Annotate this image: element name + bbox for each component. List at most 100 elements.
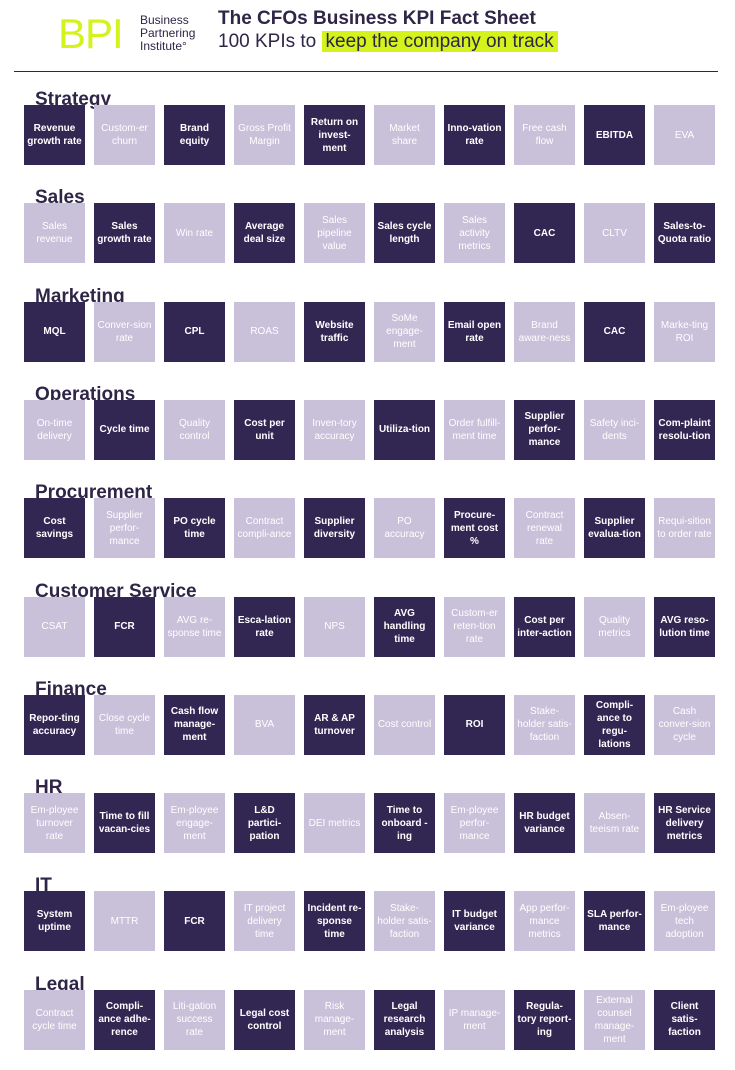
kpi-tile: Supplier perfor-mance: [94, 498, 155, 559]
kpi-tile: BVA: [234, 694, 295, 755]
subtitle-highlight: keep the company on track: [321, 31, 558, 52]
kpi-tile: DEI metrics: [304, 793, 365, 854]
kpi-tile: Conver-sion rate: [94, 301, 155, 362]
kpi-tile: NPS: [304, 596, 365, 657]
section-title: Marketing: [35, 285, 125, 307]
kpi-tile: Liti-gation success rate: [164, 989, 225, 1050]
section-it: IT System uptime MTTR FCR IT project deliver…: [0, 874, 735, 972]
section-hr: HR Em-ployee turnover rate Time to fill va…: [0, 776, 735, 874]
kpi-tile: ROAS: [234, 301, 295, 362]
kpi-tile: ROI: [444, 694, 505, 755]
kpi-tile: Utiliza-tion: [374, 399, 435, 460]
kpi-tile-row: System uptime MTTR FCR IT project delivery …: [24, 891, 715, 952]
kpi-tile: Sales activity metrics: [444, 203, 505, 264]
kpi-tile: Gross Profit Margin: [234, 105, 295, 165]
kpi-tile-row: CSAT FCR AVG re-sponse time Esca-lation rat…: [24, 596, 715, 657]
kpi-tile: Revenue growth rate: [24, 105, 85, 165]
kpi-tile: FCR: [164, 891, 225, 952]
kpi-tile: Contract cycle time: [24, 989, 85, 1050]
kpi-tile: Risk manage-ment: [304, 989, 365, 1050]
kpi-tile: AVG re-sponse time: [164, 596, 225, 657]
kpi-tile-row: MQL Conver-sion rate CPL ROAS Website traffi…: [24, 301, 715, 362]
kpi-tile: Cost savings: [24, 498, 85, 559]
kpi-tile: MTTR: [94, 891, 155, 952]
kpi-tile: Cash conver-sion cycle: [654, 694, 715, 755]
section-title: Procurement: [35, 482, 153, 504]
kpi-tile-row: Repor-ting accuracy Close cycle time Cash …: [24, 694, 715, 755]
section-title: HR: [35, 777, 63, 799]
kpi-tile-row: Revenue growth rate Custom-er churn Brand …: [24, 105, 715, 165]
kpi-tile: Close cycle time: [94, 694, 155, 755]
kpi-tile: FCR: [94, 596, 155, 657]
section-sales: Sales Sales revenue Sales growth rate Win r…: [0, 186, 735, 284]
header-divider: [14, 71, 718, 72]
kpi-tile: Quality metrics: [584, 596, 645, 657]
section-marketing: Marketing MQL Conver-sion rate CPL ROAS Websi…: [0, 285, 735, 383]
kpi-tile: CAC: [584, 301, 645, 362]
kpi-tile: Compli-ance to regu-lations: [584, 694, 645, 755]
kpi-tile: Esca-lation rate: [234, 596, 295, 657]
kpi-tile: Incident re-sponse time: [304, 891, 365, 952]
kpi-tile: Em-ployee perfor-mance: [444, 793, 505, 854]
logo-line: Institute°: [140, 39, 187, 53]
section-customer-service: Customer Service CSAT FCR AVG re-sponse tim…: [0, 580, 735, 678]
kpi-tile: IP manage-ment: [444, 989, 505, 1050]
kpi-tile: Time to fill vacan-cies: [94, 793, 155, 854]
kpi-tile: PO accuracy: [374, 498, 435, 559]
bpi-logo-text: Business Partnering Institute°: [140, 14, 195, 53]
kpi-tile: Sales cycle length: [374, 203, 435, 264]
kpi-tile: Procure-ment cost %: [444, 498, 505, 559]
kpi-tile: On-time delivery: [24, 399, 85, 460]
kpi-tile: SLA perfor-mance: [584, 891, 645, 952]
kpi-tile: Inven-tory accuracy: [304, 399, 365, 460]
kpi-tile: Quality control: [164, 399, 225, 460]
section-title: Strategy: [35, 89, 112, 110]
kpi-tile: CPL: [164, 301, 225, 362]
section-strategy: Strategy Revenue growth rate Custom-er chu…: [0, 88, 735, 186]
kpi-tile: CAC: [514, 203, 575, 264]
kpi-tile: Sales-to-Quota ratio: [654, 203, 715, 264]
kpi-tile: System uptime: [24, 891, 85, 952]
kpi-tile: Repor-ting accuracy: [24, 694, 85, 755]
kpi-tile: Contract renewal rate: [514, 498, 575, 559]
kpi-tile: App perfor-mance metrics: [514, 891, 575, 952]
kpi-tile: External counsel manage-ment: [584, 989, 645, 1050]
kpi-tile: Legal cost control: [234, 989, 295, 1050]
subtitle-prefix: 100 KPIs to: [218, 31, 322, 52]
kpi-tile: Legal research analysis: [374, 989, 435, 1050]
kpi-tile-row: Em-ployee turnover rate Time to fill vaca…: [24, 793, 715, 854]
kpi-tile: Custom-er reten-tion rate: [444, 596, 505, 657]
kpi-tile: Em-ployee tech adoption: [654, 891, 715, 952]
kpi-tile: Supplier evalua-tion: [584, 498, 645, 559]
kpi-tile: Custom-er churn: [94, 105, 155, 165]
kpi-tile: Contract compli-ance: [234, 498, 295, 559]
logo-line: Partnering: [140, 26, 196, 40]
kpi-tile: Sales pipeline value: [304, 203, 365, 264]
kpi-tile-row: Contract cycle time Compli-ance adhe-renc…: [24, 989, 715, 1050]
section-title: Operations: [35, 383, 136, 405]
kpi-tile-row: On-time delivery Cycle time Quality contro…: [24, 399, 715, 460]
kpi-tile: Stake-holder satis-faction: [514, 694, 575, 755]
kpi-tile: Stake-holder satis-faction: [374, 891, 435, 952]
kpi-tile-row: Cost savings Supplier perfor-mance PO cycl…: [24, 498, 715, 559]
section-title: Finance: [35, 678, 107, 700]
section-legal: Legal Contract cycle time Compli-ance adhe…: [0, 973, 735, 1070]
kpi-tile: Cost control: [374, 694, 435, 755]
kpi-tile: Sales growth rate: [94, 203, 155, 264]
section-title: Customer Service: [35, 580, 197, 602]
kpi-tile: Absen-teeism rate: [584, 793, 645, 854]
page-subtitle: 100 KPIs to keep the company on track: [218, 31, 558, 53]
section-procurement: Procurement Cost savings Supplier perfor-m…: [0, 481, 735, 579]
kpi-tile: Average deal size: [234, 203, 295, 264]
kpi-tile: Requi-sition to order rate: [654, 498, 715, 559]
kpi-tile-row: Sales revenue Sales growth rate Win rate Av…: [24, 203, 715, 264]
logo-line: Business: [140, 13, 189, 27]
kpi-tile: HR Service delivery metrics: [654, 793, 715, 854]
section-finance: Finance Repor-ting accuracy Close cycle ti…: [0, 678, 735, 776]
kpi-tile: Return on invest-ment: [304, 105, 365, 165]
section-title: Legal: [35, 973, 85, 995]
kpi-tile: CLTV: [584, 203, 645, 264]
kpi-tile: Website traffic: [304, 301, 365, 362]
kpi-tile: Cost per inter-action: [514, 596, 575, 657]
page-title: The CFOs Business KPI Fact Sheet: [218, 8, 536, 29]
